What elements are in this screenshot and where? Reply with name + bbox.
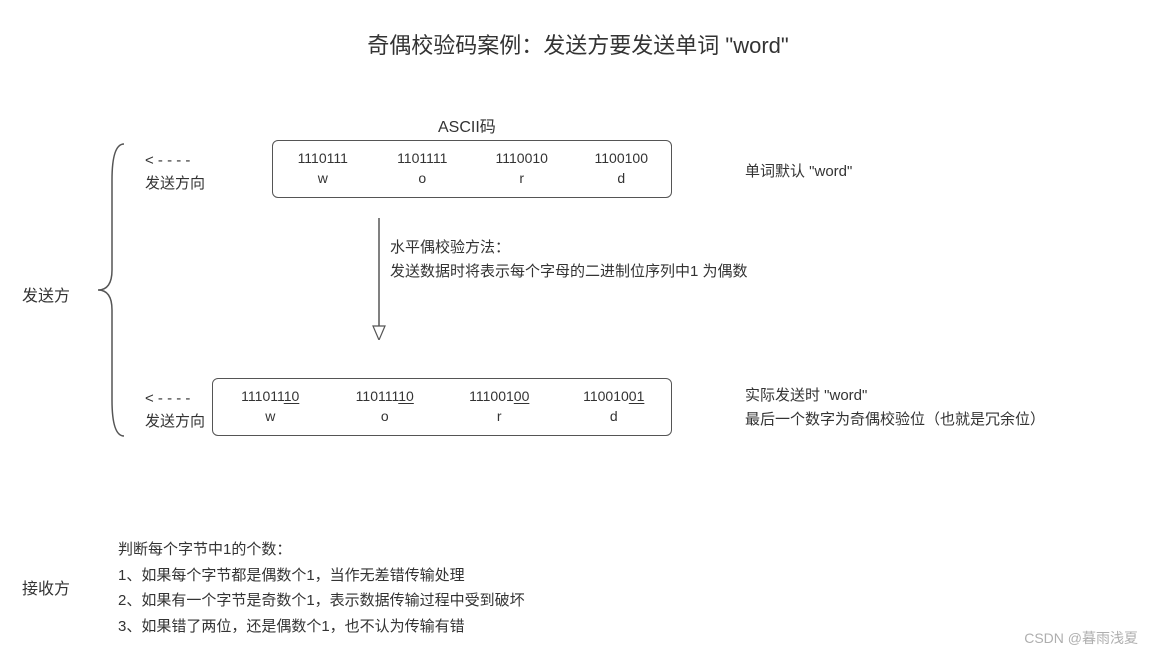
bits: 1100100 (595, 150, 648, 166)
watermark: CSDN @暮雨浅夏 (1024, 628, 1138, 648)
letter: o (328, 407, 443, 427)
ascii-box-original: 1110111 w 1101111 o 1110010 r 1100100 d (272, 140, 672, 198)
letter: d (557, 407, 672, 427)
arrow-note-line2: 发送数据时将表示每个字母的二进制位序列中1 为偶数 (390, 263, 748, 280)
receiver-line3: 3、如果错了两位，还是偶数个1，也不认为传输有错 (118, 618, 465, 635)
arrow-down-icon (372, 218, 386, 340)
note2-line1: 实际发送时 "word" (745, 387, 867, 404)
letter: o (373, 169, 473, 189)
box2-col-d: 11001001 d (557, 387, 672, 426)
box1-col-o: 1101111 o (373, 149, 473, 188)
receiver-line2: 2、如果有一个字节是奇数个1，表示数据传输过程中受到破坏 (118, 592, 525, 609)
bits: 1110010 (496, 150, 548, 166)
letter: w (273, 169, 373, 189)
receiver-rules: 判断每个字节中1的个数： 1、如果每个字节都是偶数个1，当作无差错传输处理 2、… (118, 537, 525, 639)
receiver-line0: 判断每个字节中1的个数： (118, 541, 291, 558)
letter: d (572, 169, 672, 189)
arrow-note-line1: 水平偶校验方法： (390, 239, 510, 256)
box1-col-r: 1110010 r (472, 149, 572, 188)
letter: r (472, 169, 572, 189)
direction-arrow-text: < - - - - (145, 390, 190, 407)
ascii-box-parity: 11101110 w 11011110 o 11100100 r 1100100… (212, 378, 672, 436)
bits-prefix: 111011 (241, 388, 284, 404)
box1-col-d: 1100100 d (572, 149, 672, 188)
bits-suffix: 10 (284, 388, 300, 404)
bits-prefix: 110111 (356, 388, 399, 404)
receiver-label: 接收方 (22, 575, 70, 599)
bits: 1110111 (298, 150, 348, 166)
ascii-label: ASCII码 (438, 113, 496, 137)
direction-label-1: < - - - - 发送方向 (145, 150, 205, 195)
bits-suffix: 10 (398, 388, 414, 404)
box2-col-w: 11101110 w (213, 387, 328, 426)
parity-method-note: 水平偶校验方法： 发送数据时将表示每个字母的二进制位序列中1 为偶数 (390, 236, 748, 284)
note-actual-send: 实际发送时 "word" 最后一个数字为奇偶校验位（也就是冗余位） (745, 384, 1045, 432)
bits-prefix: 110010 (583, 388, 629, 404)
bits-suffix: 00 (514, 388, 530, 404)
direction-text: 发送方向 (145, 175, 205, 192)
direction-text: 发送方向 (145, 413, 205, 430)
bits-suffix: 01 (629, 388, 645, 404)
page-title: 奇偶校验码案例：发送方要发送单词 "word" (0, 28, 1156, 60)
box1-row: 1110111 w 1101111 o 1110010 r 1100100 d (273, 149, 671, 188)
sender-label: 发送方 (22, 282, 70, 306)
box1-col-w: 1110111 w (273, 149, 373, 188)
direction-arrow-text: < - - - - (145, 152, 190, 169)
bits-prefix: 111001 (469, 388, 514, 404)
box2-col-o: 11011110 o (328, 387, 443, 426)
letter: r (442, 407, 557, 427)
receiver-line1: 1、如果每个字节都是偶数个1，当作无差错传输处理 (118, 567, 465, 584)
box2-col-r: 11100100 r (442, 387, 557, 426)
note-default-word: 单词默认 "word" (745, 160, 852, 184)
note2-line2: 最后一个数字为奇偶校验位（也就是冗余位） (745, 411, 1045, 428)
bits: 1101111 (397, 150, 447, 166)
brace-icon (92, 140, 132, 440)
direction-label-2: < - - - - 发送方向 (145, 388, 205, 433)
box2-row: 11101110 w 11011110 o 11100100 r 1100100… (213, 387, 671, 426)
letter: w (213, 407, 328, 427)
